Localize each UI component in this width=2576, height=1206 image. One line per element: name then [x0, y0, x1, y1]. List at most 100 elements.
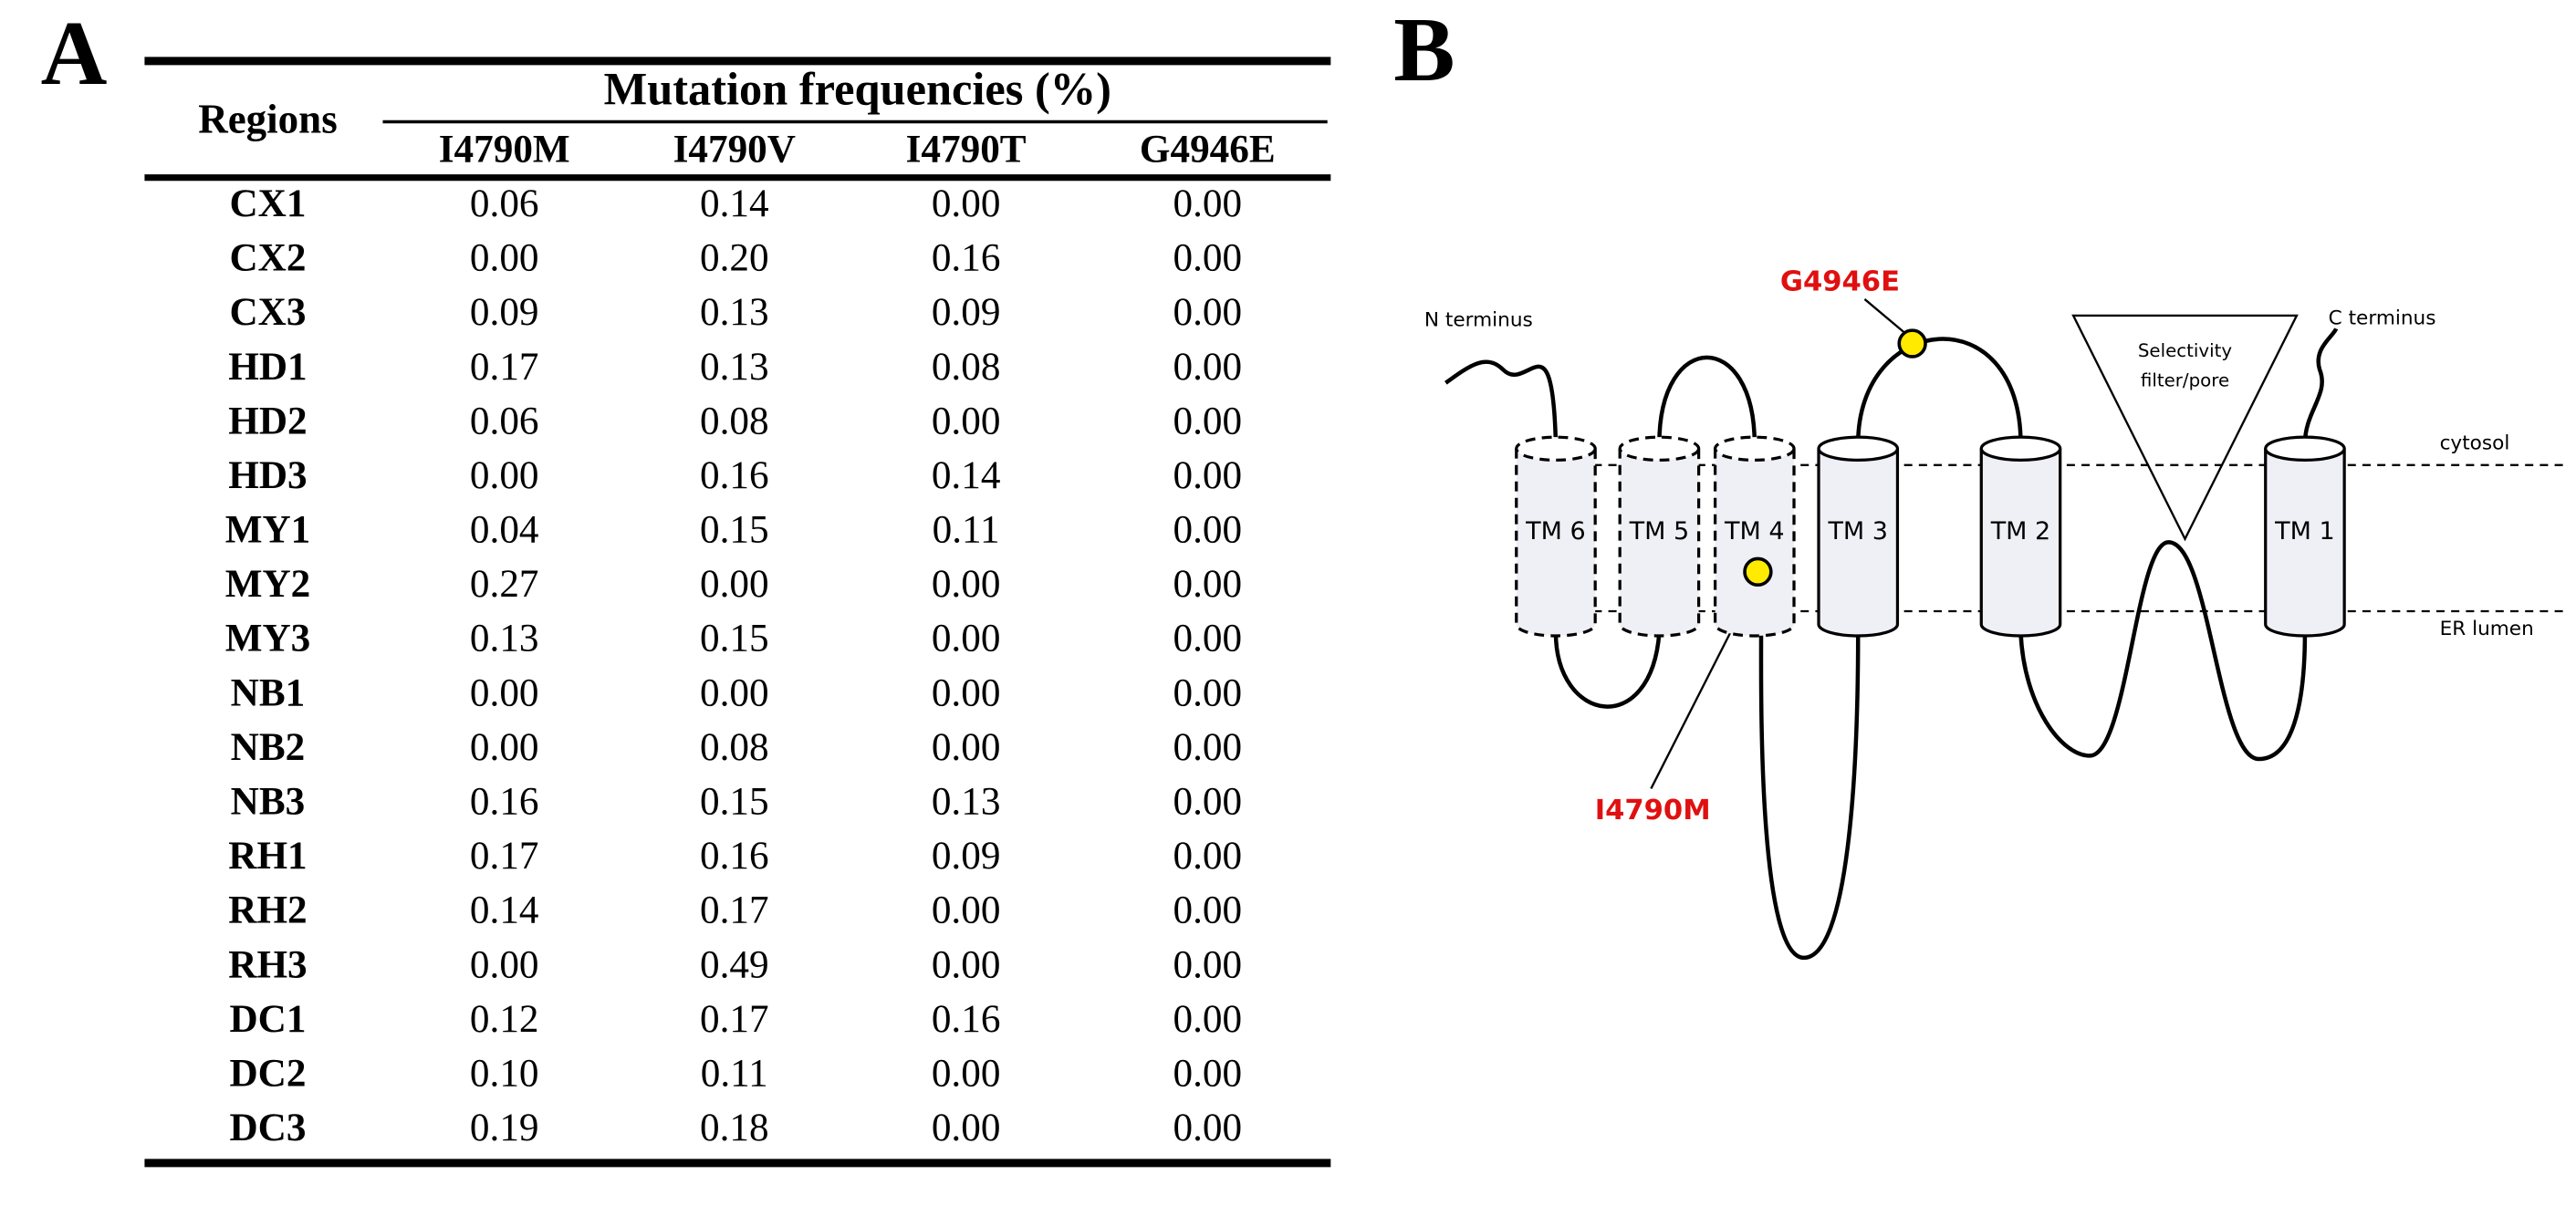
cell: 0.00	[1173, 563, 1242, 606]
cell: 0.00	[1173, 835, 1242, 878]
cell: 0.15	[700, 781, 769, 824]
column-header: I4790T	[906, 129, 1027, 172]
cell: 0.00	[932, 671, 1001, 714]
annotation: filter/pore	[2141, 369, 2229, 390]
tm-cylinder-top	[1817, 435, 1900, 462]
mutation-site	[1897, 328, 1927, 359]
row-label: RH1	[228, 835, 307, 878]
cell: 0.00	[1173, 509, 1242, 552]
cell: 0.16	[700, 835, 769, 878]
cell: 0.08	[700, 400, 769, 442]
cell: 0.14	[470, 889, 539, 932]
annotation: C terminus	[2329, 307, 2436, 330]
annotation: N terminus	[1424, 308, 1533, 331]
cell: 0.08	[700, 726, 769, 769]
row-label: DC3	[229, 1107, 306, 1149]
row-label: MY2	[225, 563, 311, 606]
cell: 0.00	[1173, 1052, 1242, 1095]
cell: 0.00	[470, 237, 539, 280]
cell: 0.14	[932, 454, 1001, 497]
protein-chain	[1444, 327, 2339, 961]
row-label: NB1	[231, 671, 306, 714]
pointer	[1863, 298, 1907, 335]
tm-cylinder-top	[1618, 435, 1701, 462]
cell: 0.18	[700, 1107, 769, 1149]
row-label: DC2	[229, 1052, 306, 1095]
row-label: RH3	[228, 943, 307, 986]
tm-cylinder-top	[1979, 435, 2062, 462]
pore-triangle	[2071, 314, 2299, 542]
cell: 0.00	[1173, 781, 1242, 824]
cell: 0.12	[470, 998, 539, 1041]
row-label: CX2	[229, 237, 306, 280]
cell: 0.09	[470, 291, 539, 334]
cell: 0.13	[700, 346, 769, 389]
cell: 0.14	[700, 182, 769, 225]
cell: 0.00	[932, 943, 1001, 986]
cell: 0.00	[470, 943, 539, 986]
row-label: MY1	[225, 509, 311, 552]
cell: 0.09	[932, 835, 1001, 878]
tm-label: TM 5	[1629, 517, 1690, 546]
annotation: cytosol	[2440, 431, 2510, 454]
row-label: CX3	[229, 291, 306, 334]
row-label: RH2	[228, 889, 307, 932]
cell: 0.00	[932, 618, 1001, 660]
row-label: HD3	[228, 454, 307, 497]
cell: 0.16	[932, 237, 1001, 280]
cell: 0.08	[932, 346, 1001, 389]
cell: 0.00	[932, 1052, 1001, 1095]
cell: 0.49	[700, 943, 769, 986]
cell: 0.17	[470, 346, 539, 389]
column-header: G4946E	[1140, 129, 1276, 172]
column-header: I4790V	[673, 129, 796, 172]
cell: 0.20	[700, 237, 769, 280]
cell: 0.13	[700, 291, 769, 334]
tm-label: TM 3	[1827, 517, 1888, 546]
tm-label: TM 6	[1525, 517, 1586, 546]
row-label: HD1	[228, 346, 307, 389]
cell: 0.06	[470, 400, 539, 442]
cell: 0.00	[932, 400, 1001, 442]
cell: 0.00	[1173, 618, 1242, 660]
cell: 0.00	[700, 671, 769, 714]
cell: 0.00	[470, 671, 539, 714]
row-label: MY3	[225, 618, 311, 660]
cell: 0.00	[1173, 454, 1242, 497]
cell: 0.00	[1173, 998, 1242, 1041]
cell: 0.00	[1173, 182, 1242, 225]
cell: 0.13	[470, 618, 539, 660]
cell: 0.00	[932, 1107, 1001, 1149]
cell: 0.09	[932, 291, 1001, 334]
tm-cylinder	[1515, 448, 1597, 638]
cell: 0.19	[470, 1107, 539, 1149]
cell: 0.00	[1173, 726, 1242, 769]
cell: 0.00	[932, 182, 1001, 225]
cell: 0.00	[1173, 237, 1242, 280]
row-label: HD2	[228, 400, 307, 442]
table: Regions Mutation frequencies (%) I4790M I…	[144, 57, 1331, 1168]
tm-cylinder	[1979, 448, 2062, 638]
row-label: NB3	[231, 781, 306, 824]
tm-label: TM 2	[1990, 517, 2051, 546]
cell: 0.00	[1173, 1107, 1242, 1149]
tm-cylinder	[1817, 448, 1900, 638]
cell: 0.00	[932, 889, 1001, 932]
tm-cylinder	[1713, 448, 1796, 638]
cell: 0.15	[700, 509, 769, 552]
cell: 0.00	[1173, 400, 1242, 442]
cell: 0.06	[470, 182, 539, 225]
cell: 0.17	[470, 835, 539, 878]
tm-cylinder	[2264, 448, 2346, 638]
tm-label: TM 4	[1724, 517, 1785, 546]
cell: 0.17	[700, 889, 769, 932]
tm-label: TM 1	[2274, 517, 2335, 546]
annotation: Selectivity	[2138, 340, 2233, 361]
row-label: DC1	[229, 998, 306, 1041]
row-label: CX1	[229, 182, 306, 225]
diagram: TM 6 TM 5 TM 4 TM 3 TM 2 TM 1 N terminus C term…	[1424, 265, 2563, 961]
cell: 0.11	[933, 509, 1000, 552]
cell: 0.17	[700, 998, 769, 1041]
cell: 0.00	[1173, 671, 1242, 714]
